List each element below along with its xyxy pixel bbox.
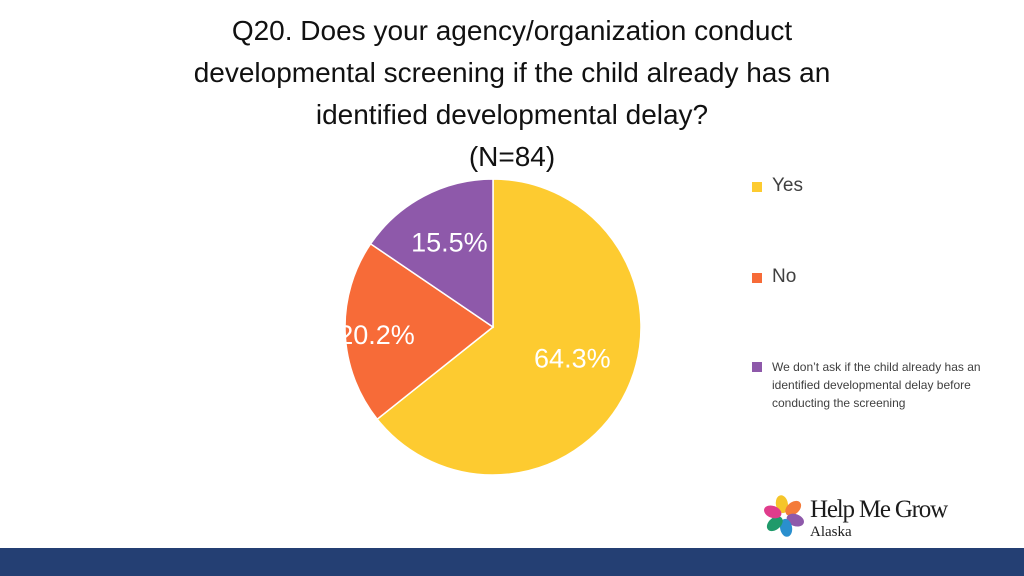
logo-brand-text: Help Me Grow — [810, 496, 948, 523]
help-me-grow-logo: Help Me Grow Alaska — [760, 492, 980, 544]
logo-petal — [779, 518, 793, 537]
pie-slice-2 — [344, 242, 495, 421]
chart-sample-size: (N=84) — [468, 141, 556, 172]
logo-petal — [766, 516, 783, 532]
pie-data-label-3: 15.5% — [411, 228, 488, 258]
pie-data-label-2: 20.2% — [338, 320, 415, 350]
logo-petal — [785, 500, 802, 516]
logo-petal — [775, 495, 789, 514]
legend-label-yes: Yes — [772, 175, 803, 196]
legend-swatch-yes — [752, 182, 762, 192]
pie-slice-1 — [376, 178, 642, 476]
legend-item-no: No — [752, 266, 796, 288]
logo-subtext: Alaska — [810, 524, 852, 540]
logo-petal — [764, 505, 782, 519]
flower-logo-icon — [764, 495, 804, 537]
legend-label-no: No — [772, 266, 797, 287]
chart-title-line: Q20. Does your agency/organization condu… — [231, 15, 793, 46]
legend-swatch-no — [752, 273, 762, 283]
legend-label-not-asked: We don’t ask if the child already has an… — [772, 360, 981, 410]
logo-petal — [786, 513, 804, 527]
pie-data-label-1: 64.3% — [534, 344, 611, 374]
chart-title-line: developmental screening if the child alr… — [193, 57, 831, 88]
footer-bar — [0, 548, 1024, 576]
pie-chart: 64.3% 20.2% 15.5% — [338, 178, 642, 476]
legend-swatch-not-asked — [752, 362, 762, 372]
chart-title: Q20. Does your agency/organization condu… — [112, 10, 912, 178]
legend-item-not-asked: We don’t ask if the child already has an… — [752, 358, 997, 412]
legend-item-yes: Yes — [752, 175, 803, 197]
chart-title-line: identified developmental delay? — [315, 99, 709, 130]
pie-slice-3 — [369, 178, 494, 329]
